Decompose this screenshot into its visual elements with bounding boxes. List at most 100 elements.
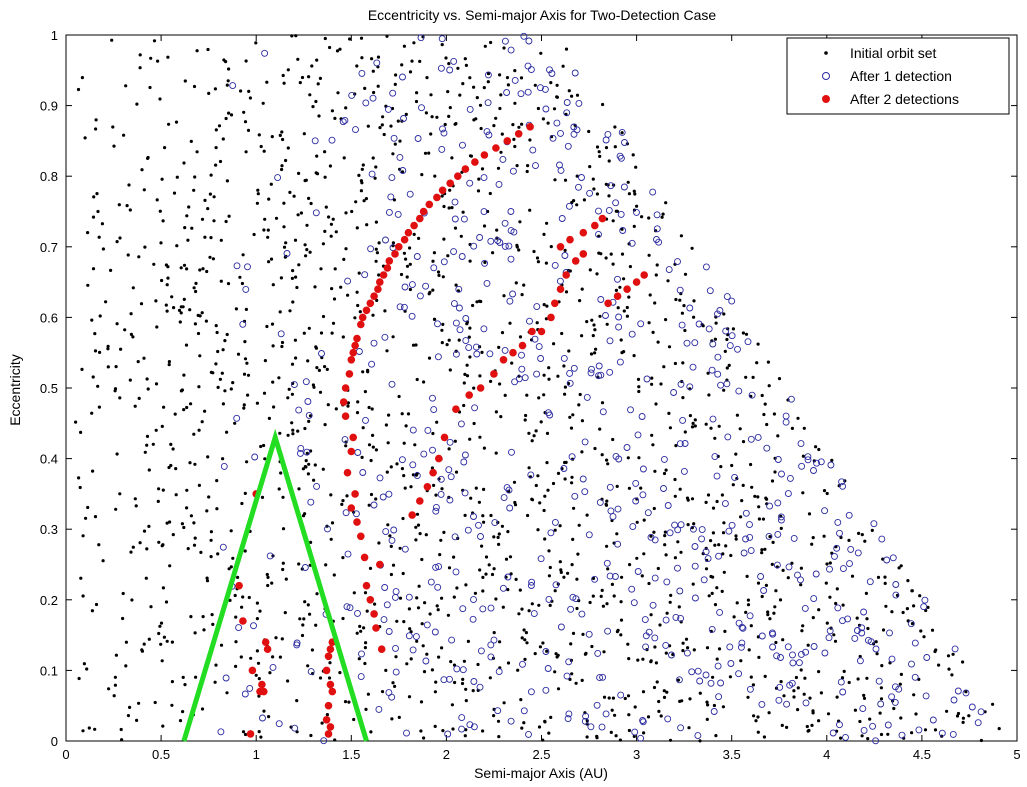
initial-orbit-point	[372, 90, 376, 95]
initial-orbit-point	[498, 106, 502, 111]
initial-orbit-point	[530, 602, 534, 606]
initial-orbit-point	[460, 681, 465, 686]
after-1-detection-point	[518, 365, 526, 373]
after-1-detection-point	[563, 672, 571, 680]
initial-orbit-point	[890, 610, 894, 614]
initial-orbit-point	[328, 661, 332, 665]
initial-orbit-point	[279, 471, 283, 475]
initial-orbit-point	[174, 467, 178, 471]
after-1-detection-point	[731, 473, 739, 481]
initial-orbit-point	[274, 636, 278, 640]
initial-orbit-point	[655, 263, 659, 267]
initial-orbit-point	[502, 701, 506, 705]
after-2-detections-point	[260, 687, 268, 696]
initial-orbit-point	[756, 730, 760, 734]
initial-orbit-point	[359, 36, 364, 40]
after-1-detection-point	[561, 252, 569, 259]
initial-orbit-point	[208, 255, 212, 259]
initial-orbit-point	[767, 384, 771, 388]
after-2-detections-point	[604, 299, 612, 308]
initial-orbit-point	[657, 709, 661, 714]
after-1-detection-point	[339, 118, 347, 126]
after-1-detection-point	[827, 461, 835, 469]
after-2-detections-point	[347, 504, 356, 512]
initial-orbit-point	[482, 224, 487, 228]
after-1-detection-point	[396, 303, 404, 311]
initial-orbit-point	[143, 245, 147, 249]
initial-orbit-point	[526, 164, 530, 168]
initial-orbit-point	[884, 604, 888, 608]
after-1-detection-point	[495, 180, 503, 188]
initial-orbit-point	[323, 175, 327, 179]
initial-orbit-point	[416, 606, 421, 610]
initial-orbit-point	[407, 695, 412, 699]
initial-orbit-point	[197, 385, 201, 389]
initial-orbit-point	[420, 622, 424, 626]
initial-orbit-point	[665, 611, 669, 615]
initial-orbit-point	[533, 83, 537, 87]
y-tick-label: 0.3	[40, 522, 58, 537]
initial-orbit-point	[115, 322, 119, 326]
after-1-detection-point	[603, 559, 611, 567]
initial-orbit-point	[642, 731, 646, 735]
initial-orbit-point	[580, 450, 584, 454]
initial-orbit-point	[575, 606, 579, 611]
after-1-detection-point	[457, 420, 465, 428]
initial-orbit-point	[236, 352, 241, 356]
initial-orbit-point	[142, 642, 146, 646]
after-1-detection-point	[614, 540, 622, 548]
after-1-detection-point	[643, 375, 651, 383]
after-1-detection-point	[500, 494, 508, 502]
initial-orbit-point	[402, 251, 406, 255]
after-1-detection-point	[847, 545, 855, 553]
initial-orbit-point	[768, 535, 772, 539]
after-2-detections-point	[370, 292, 378, 301]
initial-orbit-point	[447, 114, 451, 118]
initial-orbit-point	[98, 350, 102, 354]
initial-orbit-point	[520, 607, 524, 611]
after-1-detection-point	[494, 237, 502, 245]
after-1-detection-point	[509, 290, 517, 298]
initial-orbit-point	[321, 467, 325, 471]
after-2-detections-point	[416, 214, 424, 223]
after-1-detection-point	[417, 34, 425, 42]
initial-orbit-point	[535, 321, 539, 325]
initial-orbit-point	[344, 211, 348, 215]
initial-orbit-point	[518, 220, 522, 224]
after-1-detection-point	[434, 583, 442, 591]
initial-orbit-point	[605, 322, 609, 326]
initial-orbit-point	[612, 594, 616, 598]
initial-orbit-point	[862, 693, 866, 698]
initial-orbit-point	[216, 552, 220, 556]
initial-orbit-point	[427, 292, 431, 296]
initial-orbit-point	[790, 426, 795, 430]
initial-orbit-point	[686, 498, 690, 502]
after-1-detection-point	[466, 721, 474, 729]
after-1-detection-point	[462, 315, 470, 322]
after-1-detection-point	[859, 705, 867, 713]
initial-orbit-point	[756, 495, 760, 499]
initial-orbit-point	[134, 504, 138, 508]
initial-orbit-point	[575, 577, 579, 581]
initial-orbit-point	[206, 455, 210, 459]
initial-orbit-point	[496, 719, 501, 723]
initial-orbit-point	[599, 594, 603, 599]
after-1-detection-point	[737, 643, 745, 651]
initial-orbit-point	[86, 231, 90, 235]
after-1-detection-point	[438, 35, 446, 43]
initial-orbit-point	[899, 672, 904, 677]
initial-orbit-point	[424, 111, 428, 115]
initial-orbit-point	[656, 340, 660, 344]
initial-orbit-point	[207, 91, 211, 95]
initial-orbit-point	[255, 601, 259, 605]
initial-orbit-point	[112, 144, 116, 148]
initial-orbit-point	[247, 89, 251, 93]
after-1-detection-point	[911, 673, 919, 681]
initial-orbit-point	[481, 575, 485, 580]
after-1-detection-point	[765, 532, 773, 540]
initial-orbit-point	[676, 678, 681, 682]
after-1-detection-point	[437, 475, 445, 483]
after-2-detections-point	[343, 468, 352, 477]
after-1-detection-point	[388, 380, 396, 388]
initial-orbit-point	[622, 309, 626, 313]
